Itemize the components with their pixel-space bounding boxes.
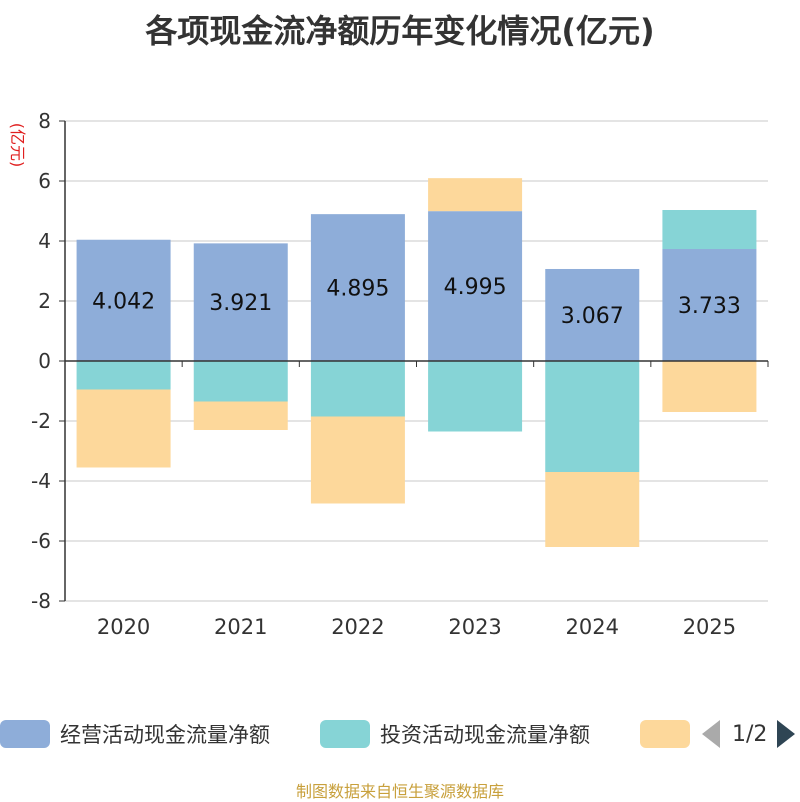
stacked-bar-chart: 8 6 4 2 0 -2 -4 -6 -8 2020 2021 2022 2023 2024 2025 4.…	[8, 109, 769, 639]
y-tick-label: 0	[38, 349, 51, 373]
bar-2025-series-2	[662, 361, 757, 412]
legend-pager: 1/2	[700, 714, 800, 754]
y-tick-label: 8	[38, 109, 51, 133]
bar-2021-series-1	[193, 361, 288, 402]
data-label: 4.895	[326, 277, 389, 302]
legend-next-icon[interactable]	[777, 720, 796, 748]
data-label: 3.921	[209, 291, 272, 316]
chart-title: 各项现金流净额历年变化情况(亿元)	[145, 12, 655, 50]
bar-2020-series-2	[76, 389, 171, 468]
data-label: 3.733	[678, 294, 741, 319]
bar-2025-series-0	[662, 249, 757, 361]
data-label: 3.067	[561, 304, 624, 329]
bar-2024-series-0	[545, 268, 640, 361]
axes: 8 6 4 2 0 -2 -4 -6 -8 2020 2021 2022 2023 2024 2025	[31, 109, 769, 639]
bar-2022-series-1	[310, 361, 405, 417]
data-source-note: 制图数据来自恒生聚源数据库	[295, 782, 504, 801]
bar-2023-series-2	[428, 178, 523, 212]
data-label: 4.995	[444, 275, 507, 300]
gridlines	[65, 120, 768, 602]
y-tick-label: -2	[31, 409, 51, 433]
y-tick-label: 2	[38, 289, 51, 313]
y-tick-label: -6	[31, 529, 51, 553]
bar-2021-series-0	[193, 243, 288, 361]
bar-2021-series-2	[193, 401, 288, 430]
bar-2023-series-1	[428, 361, 523, 432]
legend-swatch	[320, 720, 370, 748]
y-tick-label: 6	[38, 169, 51, 193]
y-tick-label: 4	[38, 229, 51, 253]
bar-2022-series-2	[310, 416, 405, 504]
legend-label: 投资活动现金流量净额	[380, 723, 590, 747]
bar-group	[76, 178, 757, 547]
data-label: 4.042	[92, 289, 155, 314]
bar-2024-series-2	[545, 472, 640, 547]
legend-swatch	[640, 720, 690, 748]
bar-2022-series-0	[310, 214, 405, 361]
bar-2023-series-0	[428, 211, 523, 361]
y-axis-label: (亿元)	[8, 123, 27, 168]
legend-swatch	[0, 720, 50, 748]
x-tick-label: 2025	[683, 615, 736, 639]
legend-prev-icon[interactable]	[702, 720, 720, 748]
bar-2020-series-0	[76, 239, 171, 361]
y-tick-label: -8	[31, 589, 51, 613]
data-labels: 4.042 3.921 4.895 4.995 3.067 3.733	[92, 275, 741, 329]
bar-2025-series-1	[662, 210, 757, 250]
x-tick-label: 2020	[97, 615, 150, 639]
legend: 经营活动现金流量净额 投资活动现金流量净额	[0, 714, 800, 754]
legend-item-1[interactable]: 投资活动现金流量净额	[320, 714, 590, 754]
legend-item-2[interactable]	[640, 714, 690, 754]
legend-page-number: 1/2	[732, 721, 768, 747]
bar-2020-series-1	[76, 361, 171, 390]
legend-label: 经营活动现金流量净额	[60, 723, 270, 747]
legend-item-0[interactable]: 经营活动现金流量净额	[0, 714, 270, 754]
x-tick-label: 2022	[331, 615, 384, 639]
x-tick-label: 2023	[448, 615, 501, 639]
x-tick-label: 2021	[214, 615, 267, 639]
x-tick-label: 2024	[566, 615, 619, 639]
bar-2024-series-1	[545, 361, 640, 472]
y-tick-label: -4	[31, 469, 51, 493]
